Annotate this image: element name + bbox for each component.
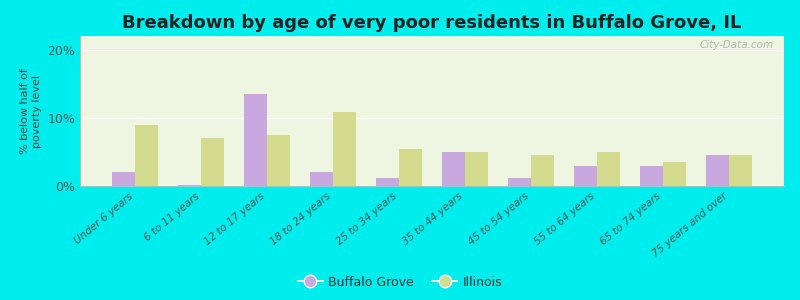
- Bar: [267, 135, 290, 186]
- Bar: [465, 152, 488, 186]
- Bar: [399, 148, 422, 186]
- Y-axis label: % below half of
poverty level: % below half of poverty level: [20, 68, 42, 154]
- Bar: [442, 152, 465, 186]
- Bar: [640, 166, 663, 186]
- Legend: Buffalo Grove, Illinois: Buffalo Grove, Illinois: [293, 271, 507, 294]
- Bar: [310, 172, 333, 186]
- Bar: [706, 155, 729, 186]
- Bar: [574, 166, 597, 186]
- Text: City-Data.com: City-Data.com: [699, 40, 774, 50]
- Bar: [531, 155, 554, 186]
- Bar: [663, 162, 686, 186]
- Bar: [333, 112, 356, 186]
- Bar: [729, 155, 752, 186]
- Bar: [244, 94, 267, 186]
- Bar: [178, 184, 201, 186]
- Bar: [201, 138, 224, 186]
- Bar: [135, 124, 158, 186]
- Bar: [376, 178, 399, 186]
- Bar: [508, 178, 531, 186]
- Title: Breakdown by age of very poor residents in Buffalo Grove, IL: Breakdown by age of very poor residents …: [122, 14, 742, 32]
- Bar: [597, 152, 620, 186]
- Bar: [112, 172, 135, 186]
